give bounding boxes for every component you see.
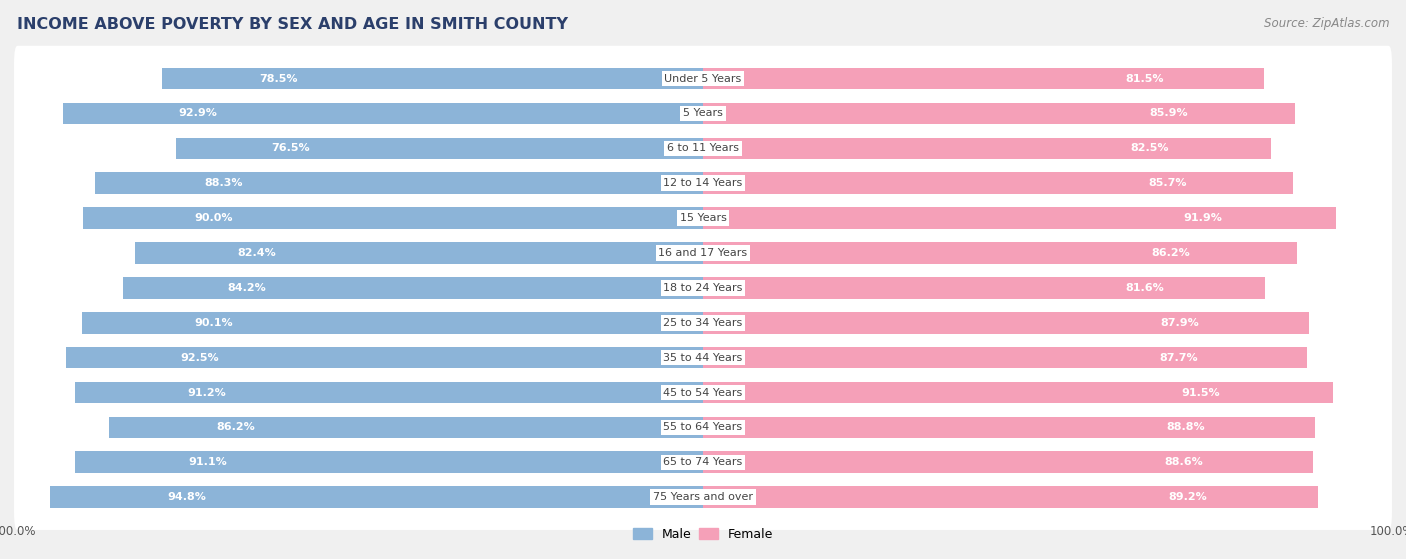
- FancyBboxPatch shape: [14, 150, 1392, 216]
- Text: 35 to 44 Years: 35 to 44 Years: [664, 353, 742, 363]
- Text: 12 to 14 Years: 12 to 14 Years: [664, 178, 742, 188]
- Bar: [703, 103, 1295, 124]
- Text: INCOME ABOVE POVERTY BY SEX AND AGE IN SMITH COUNTY: INCOME ABOVE POVERTY BY SEX AND AGE IN S…: [17, 17, 568, 32]
- Bar: [83, 312, 703, 334]
- Text: 91.2%: 91.2%: [188, 387, 226, 397]
- Bar: [135, 242, 703, 264]
- Text: 86.2%: 86.2%: [217, 423, 254, 433]
- Text: 6 to 11 Years: 6 to 11 Years: [666, 143, 740, 153]
- Text: 82.5%: 82.5%: [1130, 143, 1168, 153]
- FancyBboxPatch shape: [14, 116, 1392, 181]
- FancyBboxPatch shape: [14, 429, 1392, 495]
- Text: Under 5 Years: Under 5 Years: [665, 74, 741, 84]
- Text: 25 to 34 Years: 25 to 34 Years: [664, 318, 742, 328]
- Text: 81.5%: 81.5%: [1125, 74, 1163, 84]
- Text: 89.2%: 89.2%: [1168, 492, 1206, 502]
- Text: 87.7%: 87.7%: [1160, 353, 1198, 363]
- FancyBboxPatch shape: [14, 360, 1392, 425]
- Legend: Male, Female: Male, Female: [628, 523, 778, 546]
- Text: 75 Years and over: 75 Years and over: [652, 492, 754, 502]
- Text: 84.2%: 84.2%: [228, 283, 266, 293]
- Text: 45 to 54 Years: 45 to 54 Years: [664, 387, 742, 397]
- Text: 90.1%: 90.1%: [194, 318, 232, 328]
- Bar: [66, 347, 703, 368]
- Bar: [703, 452, 1313, 473]
- Text: 55 to 64 Years: 55 to 64 Years: [664, 423, 742, 433]
- Bar: [703, 312, 1309, 334]
- Text: 88.8%: 88.8%: [1166, 423, 1205, 433]
- FancyBboxPatch shape: [14, 290, 1392, 356]
- Text: 78.5%: 78.5%: [260, 74, 298, 84]
- Text: 88.6%: 88.6%: [1164, 457, 1204, 467]
- Text: 76.5%: 76.5%: [271, 143, 309, 153]
- Bar: [703, 207, 1336, 229]
- Text: 91.9%: 91.9%: [1184, 213, 1222, 223]
- Text: 87.9%: 87.9%: [1161, 318, 1199, 328]
- Text: 94.8%: 94.8%: [167, 492, 207, 502]
- Text: 92.9%: 92.9%: [179, 108, 217, 119]
- Text: 85.7%: 85.7%: [1149, 178, 1187, 188]
- Bar: [703, 382, 1333, 404]
- Bar: [703, 347, 1308, 368]
- Bar: [63, 103, 703, 124]
- Text: 81.6%: 81.6%: [1125, 283, 1164, 293]
- FancyBboxPatch shape: [14, 395, 1392, 460]
- Text: 86.2%: 86.2%: [1152, 248, 1189, 258]
- Text: 92.5%: 92.5%: [180, 353, 219, 363]
- Bar: [703, 242, 1296, 264]
- Text: 82.4%: 82.4%: [238, 248, 276, 258]
- Bar: [94, 172, 703, 194]
- Bar: [162, 68, 703, 89]
- Text: 91.5%: 91.5%: [1181, 387, 1220, 397]
- Text: 65 to 74 Years: 65 to 74 Years: [664, 457, 742, 467]
- Text: 88.3%: 88.3%: [204, 178, 243, 188]
- FancyBboxPatch shape: [14, 325, 1392, 390]
- Bar: [76, 452, 703, 473]
- Bar: [176, 138, 703, 159]
- Bar: [49, 486, 703, 508]
- Bar: [122, 277, 703, 299]
- Text: 5 Years: 5 Years: [683, 108, 723, 119]
- FancyBboxPatch shape: [14, 46, 1392, 111]
- Bar: [703, 416, 1315, 438]
- Bar: [83, 207, 703, 229]
- Bar: [703, 68, 1264, 89]
- Text: 15 Years: 15 Years: [679, 213, 727, 223]
- Text: 90.0%: 90.0%: [194, 213, 233, 223]
- FancyBboxPatch shape: [14, 186, 1392, 251]
- Bar: [703, 277, 1265, 299]
- FancyBboxPatch shape: [14, 220, 1392, 286]
- FancyBboxPatch shape: [14, 255, 1392, 321]
- Text: 16 and 17 Years: 16 and 17 Years: [658, 248, 748, 258]
- Bar: [703, 486, 1317, 508]
- FancyBboxPatch shape: [14, 465, 1392, 530]
- Bar: [75, 382, 703, 404]
- Bar: [703, 172, 1294, 194]
- Bar: [110, 416, 703, 438]
- Bar: [703, 138, 1271, 159]
- Text: 85.9%: 85.9%: [1150, 108, 1188, 119]
- FancyBboxPatch shape: [14, 80, 1392, 146]
- Text: 91.1%: 91.1%: [188, 457, 228, 467]
- Text: Source: ZipAtlas.com: Source: ZipAtlas.com: [1264, 17, 1389, 30]
- Text: 18 to 24 Years: 18 to 24 Years: [664, 283, 742, 293]
